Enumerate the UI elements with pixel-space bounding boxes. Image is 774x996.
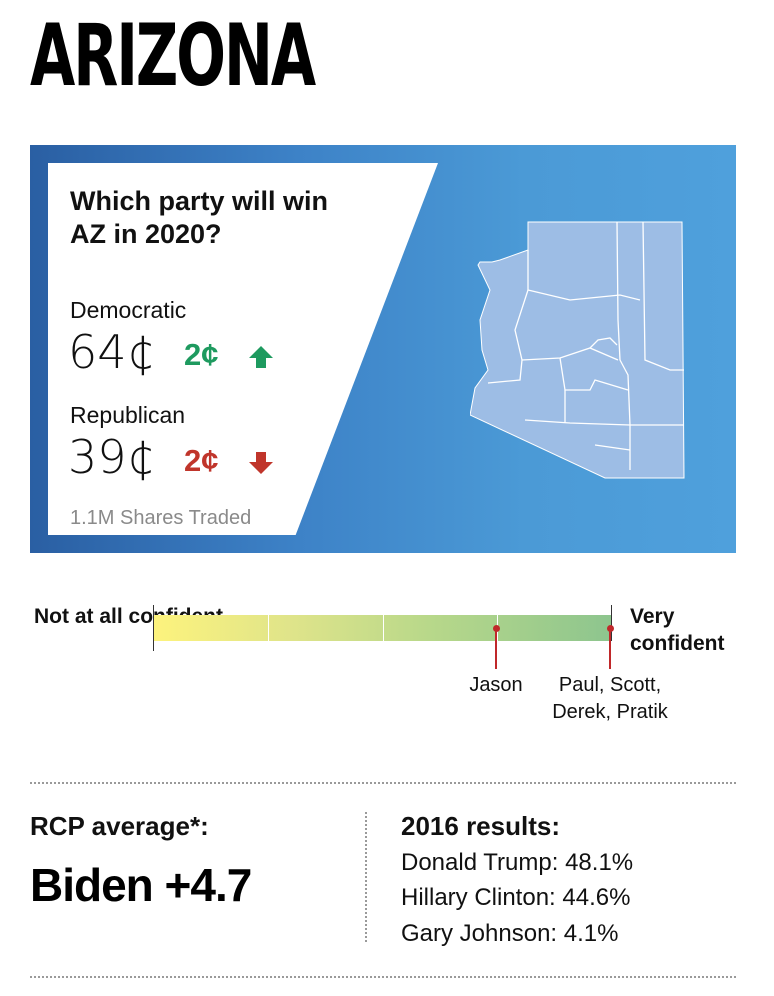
arrow-down-icon <box>249 452 273 474</box>
scale-left-tick <box>153 605 154 651</box>
price-democratic: 64¢ <box>68 325 156 379</box>
bar-divider <box>268 615 269 641</box>
marker-name: Jason <box>469 674 523 696</box>
scale-high-label: Very confident <box>630 605 725 655</box>
result-item-clinton: Hillary Clinton: 44.6% <box>401 884 631 911</box>
page-title: ARIZONA <box>30 6 316 106</box>
change-republican: 2¢ <box>184 443 219 478</box>
change-democratic: 2¢ <box>184 337 219 372</box>
column-divider <box>365 812 367 942</box>
confidence-bar <box>154 615 612 641</box>
marker-line <box>495 627 497 669</box>
arizona-county-map-icon <box>470 221 685 479</box>
results-title: 2016 results: <box>401 811 560 841</box>
market-card: Which party will win AZ in 2020? Democra… <box>48 163 438 535</box>
party-name-democratic: Democratic <box>70 297 187 323</box>
bar-divider <box>383 615 384 641</box>
marker-dot <box>606 625 614 632</box>
scale-right-tick <box>611 605 612 641</box>
marker-line <box>609 627 611 669</box>
marker-name: Paul, Scott, Derek, Pratik <box>552 674 668 723</box>
arrow-up-icon <box>249 346 273 368</box>
result-item-johnson: Gary Johnson: 4.1% <box>401 920 619 947</box>
price-republican: 39¢ <box>68 430 156 484</box>
rcp-label: RCP average*: <box>30 811 209 841</box>
rcp-value: Biden +4.7 <box>30 859 252 911</box>
marker-dot <box>492 625 500 632</box>
shares-traded: 1.1M Shares Traded <box>70 507 252 529</box>
section-divider <box>30 782 736 784</box>
result-item-trump: Donald Trump: 48.1% <box>401 849 634 876</box>
market-question: Which party will win AZ in 2020? <box>70 186 329 249</box>
party-name-republican: Republican <box>70 402 186 428</box>
market-banner: Which party will win AZ in 2020? Democra… <box>30 145 736 553</box>
section-divider <box>30 976 736 978</box>
